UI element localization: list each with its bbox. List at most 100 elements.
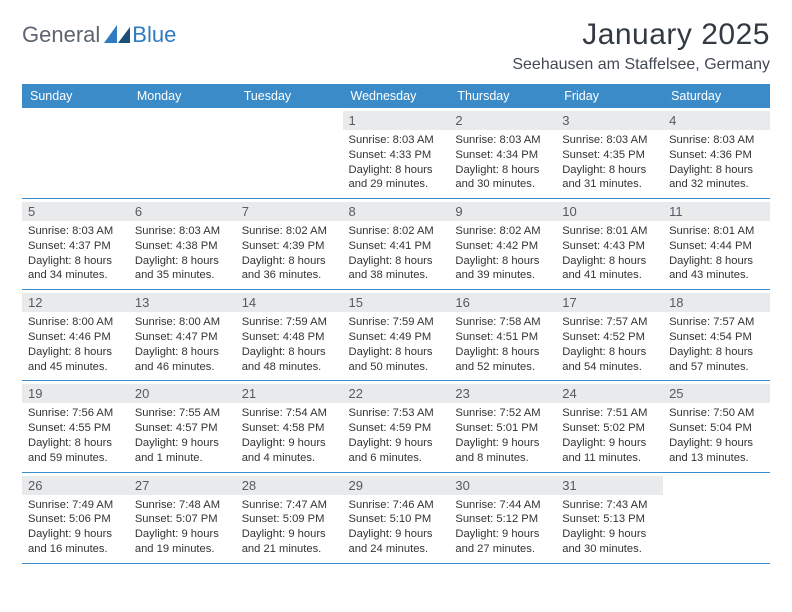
- calendar-day-cell: 4Sunrise: 8:03 AMSunset: 4:36 PMDaylight…: [663, 108, 770, 199]
- day-dl2: and 24 minutes.: [349, 542, 444, 557]
- col-tuesday: Tuesday: [236, 84, 343, 108]
- day-ss: Sunset: 4:37 PM: [28, 239, 123, 254]
- day-ss: Sunset: 5:01 PM: [455, 421, 550, 436]
- day-dl1: Daylight: 8 hours: [135, 345, 230, 360]
- day-dl2: and 41 minutes.: [562, 268, 657, 283]
- day-number: 30: [449, 476, 556, 495]
- day-number: 26: [22, 476, 129, 495]
- day-dl1: Daylight: 8 hours: [349, 163, 444, 178]
- day-ss: Sunset: 4:46 PM: [28, 330, 123, 345]
- day-info: Sunrise: 8:02 AMSunset: 4:42 PMDaylight:…: [455, 224, 550, 283]
- day-ss: Sunset: 4:38 PM: [135, 239, 230, 254]
- calendar-day-cell: 13Sunrise: 8:00 AMSunset: 4:47 PMDayligh…: [129, 290, 236, 381]
- day-info: Sunrise: 8:02 AMSunset: 4:39 PMDaylight:…: [242, 224, 337, 283]
- calendar-day-cell: [22, 108, 129, 199]
- day-dl1: Daylight: 9 hours: [455, 436, 550, 451]
- calendar-week-row: 5Sunrise: 8:03 AMSunset: 4:37 PMDaylight…: [22, 199, 770, 290]
- calendar-day-cell: 3Sunrise: 8:03 AMSunset: 4:35 PMDaylight…: [556, 108, 663, 199]
- day-number: 15: [343, 293, 450, 312]
- day-info: Sunrise: 7:58 AMSunset: 4:51 PMDaylight:…: [455, 315, 550, 374]
- month-title: January 2025: [512, 18, 770, 52]
- day-info: Sunrise: 7:59 AMSunset: 4:48 PMDaylight:…: [242, 315, 337, 374]
- day-number: 9: [449, 202, 556, 221]
- day-number: 16: [449, 293, 556, 312]
- day-ss: Sunset: 4:41 PM: [349, 239, 444, 254]
- calendar-day-cell: 18Sunrise: 7:57 AMSunset: 4:54 PMDayligh…: [663, 290, 770, 381]
- day-dl1: Daylight: 9 hours: [349, 527, 444, 542]
- day-number: 28: [236, 476, 343, 495]
- day-dl1: Daylight: 9 hours: [28, 527, 123, 542]
- day-sr: Sunrise: 8:01 AM: [562, 224, 657, 239]
- day-dl1: Daylight: 9 hours: [242, 527, 337, 542]
- day-dl2: and 32 minutes.: [669, 177, 764, 192]
- day-ss: Sunset: 4:58 PM: [242, 421, 337, 436]
- day-ss: Sunset: 4:43 PM: [562, 239, 657, 254]
- day-dl2: and 50 minutes.: [349, 360, 444, 375]
- day-ss: Sunset: 5:13 PM: [562, 512, 657, 527]
- day-number: 19: [22, 384, 129, 403]
- calendar-day-cell: 10Sunrise: 8:01 AMSunset: 4:43 PMDayligh…: [556, 199, 663, 290]
- day-dl1: Daylight: 9 hours: [455, 527, 550, 542]
- day-ss: Sunset: 4:47 PM: [135, 330, 230, 345]
- day-dl2: and 19 minutes.: [135, 542, 230, 557]
- day-sr: Sunrise: 7:46 AM: [349, 498, 444, 513]
- day-sr: Sunrise: 7:59 AM: [349, 315, 444, 330]
- day-info: Sunrise: 7:46 AMSunset: 5:10 PMDaylight:…: [349, 498, 444, 557]
- day-ss: Sunset: 4:36 PM: [669, 148, 764, 163]
- calendar-day-cell: 17Sunrise: 7:57 AMSunset: 4:52 PMDayligh…: [556, 290, 663, 381]
- day-dl2: and 30 minutes.: [455, 177, 550, 192]
- day-dl1: Daylight: 8 hours: [669, 345, 764, 360]
- calendar-day-cell: 31Sunrise: 7:43 AMSunset: 5:13 PMDayligh…: [556, 472, 663, 563]
- day-sr: Sunrise: 8:03 AM: [349, 133, 444, 148]
- day-info: Sunrise: 8:01 AMSunset: 4:43 PMDaylight:…: [562, 224, 657, 283]
- day-ss: Sunset: 4:52 PM: [562, 330, 657, 345]
- day-sr: Sunrise: 7:43 AM: [562, 498, 657, 513]
- day-info: Sunrise: 7:57 AMSunset: 4:54 PMDaylight:…: [669, 315, 764, 374]
- day-ss: Sunset: 5:09 PM: [242, 512, 337, 527]
- day-sr: Sunrise: 7:59 AM: [242, 315, 337, 330]
- day-info: Sunrise: 8:02 AMSunset: 4:41 PMDaylight:…: [349, 224, 444, 283]
- day-ss: Sunset: 5:12 PM: [455, 512, 550, 527]
- day-info: Sunrise: 7:48 AMSunset: 5:07 PMDaylight:…: [135, 498, 230, 557]
- day-sr: Sunrise: 8:03 AM: [562, 133, 657, 148]
- calendar-day-cell: 14Sunrise: 7:59 AMSunset: 4:48 PMDayligh…: [236, 290, 343, 381]
- day-sr: Sunrise: 7:57 AM: [669, 315, 764, 330]
- day-dl2: and 46 minutes.: [135, 360, 230, 375]
- day-dl1: Daylight: 8 hours: [349, 345, 444, 360]
- day-number: 3: [556, 111, 663, 130]
- calendar-day-cell: 8Sunrise: 8:02 AMSunset: 4:41 PMDaylight…: [343, 199, 450, 290]
- day-ss: Sunset: 5:02 PM: [562, 421, 657, 436]
- day-sr: Sunrise: 7:53 AM: [349, 406, 444, 421]
- day-ss: Sunset: 4:44 PM: [669, 239, 764, 254]
- day-info: Sunrise: 8:01 AMSunset: 4:44 PMDaylight:…: [669, 224, 764, 283]
- day-ss: Sunset: 4:49 PM: [349, 330, 444, 345]
- day-sr: Sunrise: 8:02 AM: [455, 224, 550, 239]
- day-info: Sunrise: 7:50 AMSunset: 5:04 PMDaylight:…: [669, 406, 764, 465]
- day-info: Sunrise: 7:43 AMSunset: 5:13 PMDaylight:…: [562, 498, 657, 557]
- day-ss: Sunset: 4:59 PM: [349, 421, 444, 436]
- day-dl1: Daylight: 9 hours: [242, 436, 337, 451]
- day-dl1: Daylight: 9 hours: [135, 436, 230, 451]
- day-dl1: Daylight: 9 hours: [135, 527, 230, 542]
- day-number: 25: [663, 384, 770, 403]
- day-dl1: Daylight: 8 hours: [28, 254, 123, 269]
- page-header: General Blue January 2025 Seehausen am S…: [22, 18, 770, 74]
- day-dl2: and 30 minutes.: [562, 542, 657, 557]
- day-dl2: and 34 minutes.: [28, 268, 123, 283]
- day-dl2: and 27 minutes.: [455, 542, 550, 557]
- day-sr: Sunrise: 7:54 AM: [242, 406, 337, 421]
- day-dl1: Daylight: 8 hours: [455, 254, 550, 269]
- day-sr: Sunrise: 8:03 AM: [455, 133, 550, 148]
- day-sr: Sunrise: 8:03 AM: [135, 224, 230, 239]
- day-sr: Sunrise: 7:48 AM: [135, 498, 230, 513]
- day-dl1: Daylight: 8 hours: [562, 254, 657, 269]
- day-number: 21: [236, 384, 343, 403]
- day-sr: Sunrise: 7:50 AM: [669, 406, 764, 421]
- day-info: Sunrise: 7:55 AMSunset: 4:57 PMDaylight:…: [135, 406, 230, 465]
- day-ss: Sunset: 4:33 PM: [349, 148, 444, 163]
- day-dl1: Daylight: 8 hours: [669, 254, 764, 269]
- day-dl2: and 35 minutes.: [135, 268, 230, 283]
- calendar-day-cell: 7Sunrise: 8:02 AMSunset: 4:39 PMDaylight…: [236, 199, 343, 290]
- day-sr: Sunrise: 8:01 AM: [669, 224, 764, 239]
- day-info: Sunrise: 8:03 AMSunset: 4:34 PMDaylight:…: [455, 133, 550, 192]
